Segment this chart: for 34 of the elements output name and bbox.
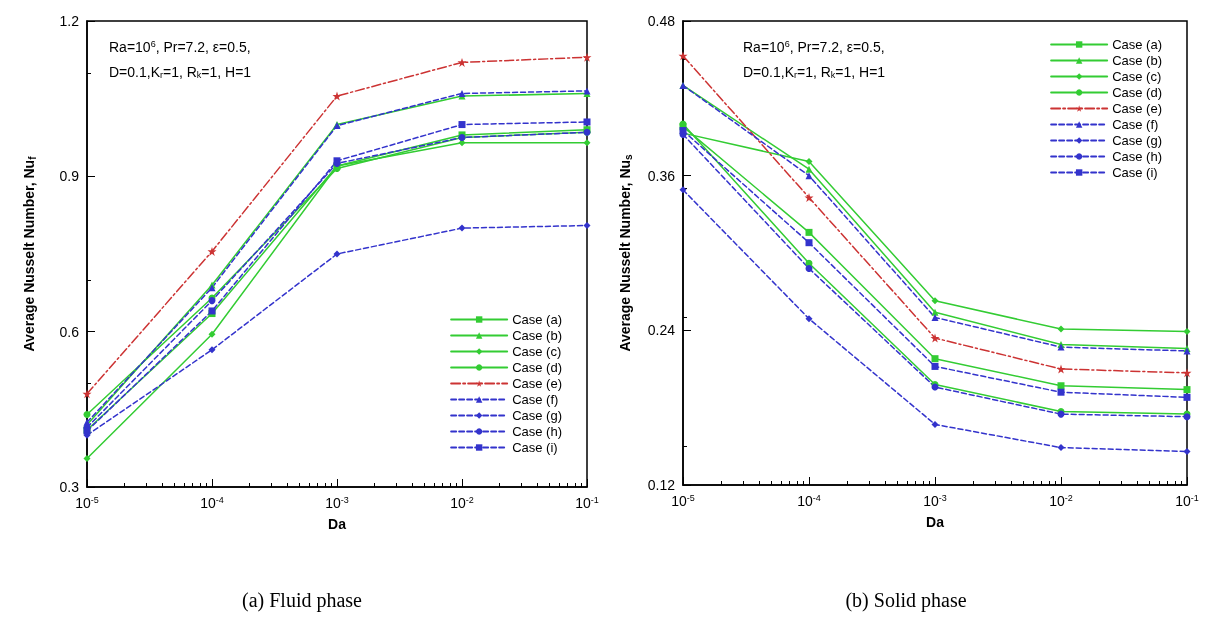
legend-label: Case (i) [1112,165,1158,180]
legend-label: Case (g) [1112,133,1163,148]
y-tick-label: 0.12 [647,477,676,493]
legend-label: Case (b) [1112,53,1163,68]
legend-label: Case (b) [512,328,563,343]
y-tick-label: 1.2 [59,13,80,29]
legend-label: Case (d) [1112,85,1163,100]
legend-label: Case (i) [512,440,558,455]
annotation: D=0.1,Kr=1, Rk=1, H=1 [743,64,886,80]
legend-label: Case (c) [512,344,562,359]
x-axis-title: Da [926,514,945,530]
y-tick-label: 0.48 [647,13,676,29]
legend-label: Case (a) [512,312,563,327]
legend-label: Case (h) [512,424,563,439]
y-tick-label: 0.3 [59,479,80,495]
legend-label: Case (e) [1112,101,1163,116]
legend-label: Case (e) [512,376,563,391]
y-axis-title: Average Nusselt Number, Nus [617,153,634,352]
text: (a) Fluid phase [242,589,363,612]
annotation: D=0.1,Kr=1, Rk=1, H=1 [109,64,252,80]
legend-label: Case (f) [512,392,559,407]
y-axis-title: Average Nusselt Number, Nuf [21,155,38,352]
y-tick-label: 0.6 [59,323,80,340]
y-tick-label: 0.36 [647,167,676,184]
legend-label: Case (h) [1112,149,1163,164]
y-tick-label: 0.9 [59,168,80,185]
text: (b) Solid phase [845,589,967,612]
legend-label: Case (c) [1112,69,1162,84]
x-axis-title: Da [328,516,347,532]
y-tick-label: 0.24 [647,322,676,339]
legend-label: Case (g) [512,408,563,423]
legend-label: Case (a) [1112,37,1163,52]
legend-label: Case (f) [1112,117,1159,132]
legend-label: Case (d) [512,360,563,375]
